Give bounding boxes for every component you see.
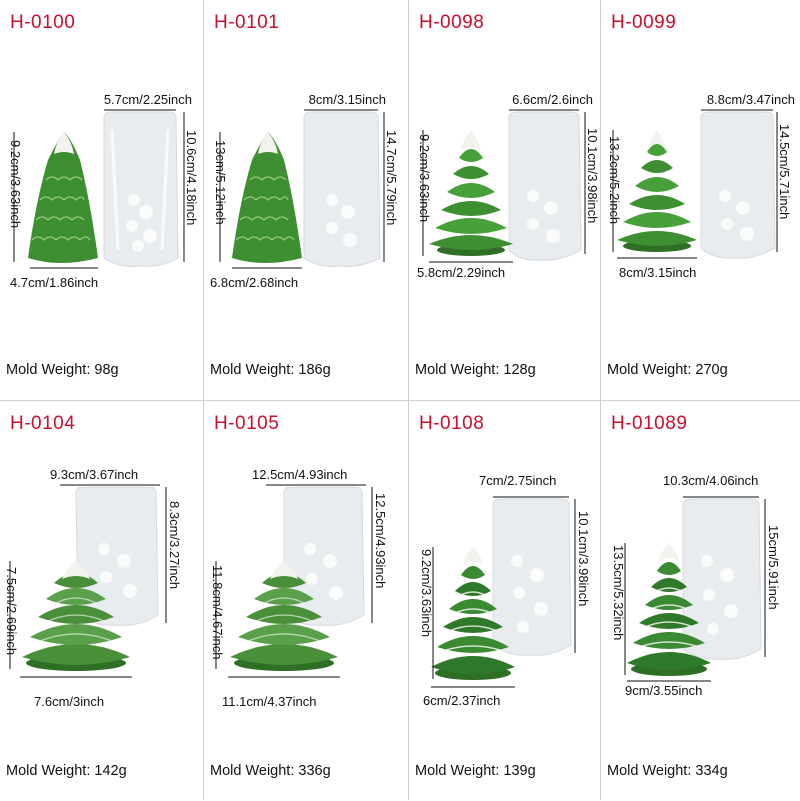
mold-height-label: 10.1cm/3.98inch [585, 128, 600, 223]
candle-tree-image [617, 130, 697, 252]
candle-height-label: 9.2cm/3.63inch [419, 549, 434, 637]
mold-image [700, 111, 776, 259]
mold-height-label: 10.1cm/3.98inch [576, 511, 591, 606]
mold-width-label: 10.3cm/4.06inch [663, 473, 758, 488]
candle-width-label: 7.6cm/3inch [34, 694, 104, 709]
product-illustration: 10.3cm/4.06inch 15cm/5.91inch 13.5cm/5.3… [601, 401, 800, 801]
product-code: H-0105 [214, 413, 280, 434]
dimension-lines [13, 109, 185, 269]
grid-divider [0, 400, 800, 401]
mold-image [682, 498, 762, 660]
mold-height-label: 12.5cm/4.93inch [373, 493, 388, 588]
mold-height-label: 14.5cm/5.71inch [777, 124, 792, 219]
candle-tree-image [429, 130, 513, 256]
product-illustration: 8cm/3.15inch 14.7cm/5.79inch 13cm/5.12in… [204, 0, 404, 400]
mold-height-label: 15cm/5.91inch [766, 525, 781, 610]
candle-height-label: 7.5cm/2.69inch [4, 567, 19, 655]
mold-weight: Mold Weight: 270g [607, 362, 728, 378]
candle-width-label: 11.1cm/4.37inch [222, 694, 316, 709]
product-card-h01089[interactable]: 10.3cm/4.06inch 15cm/5.91inch 13.5cm/5.3… [601, 401, 800, 801]
mold-image [492, 498, 572, 656]
product-code: H-0108 [419, 413, 485, 434]
product-code: H-0098 [419, 12, 485, 33]
mold-image [75, 486, 159, 626]
product-code: H-0101 [214, 12, 280, 33]
product-code: H-0099 [611, 12, 677, 33]
candle-height-label: 9.2cm/3.63inch [8, 140, 23, 228]
candle-height-label: 11.8cm/4.67inch [210, 565, 225, 659]
dimension-lines [219, 109, 385, 269]
candle-width-label: 6cm/2.37inch [423, 693, 500, 708]
product-code: H-0100 [10, 12, 76, 33]
product-illustration: 9.3cm/3.67inch 8.3cm/3.27inch 7.5cm/2.69… [0, 401, 200, 801]
candle-height-label: 13.5cm/5.32inch [611, 545, 626, 640]
dimension-lines [9, 484, 167, 678]
dimension-lines [624, 496, 766, 682]
mold-image [103, 111, 179, 267]
candle-height-label: 13.2cm/5.2inch [607, 136, 622, 224]
candle-width-label: 9cm/3.55inch [625, 683, 702, 698]
product-code: H-01089 [611, 413, 688, 434]
candle-tree-image [232, 132, 302, 263]
product-illustration: 8.8cm/3.47inch 14.5cm/5.71inch 13.2cm/5.… [601, 0, 800, 400]
candle-width-label: 6.8cm/2.68inch [210, 275, 298, 290]
mold-height-label: 10.6cm/4.18inch [184, 130, 199, 225]
product-illustration: 6.6cm/2.6inch 10.1cm/3.98inch 9.2cm/3.63… [409, 0, 609, 400]
product-illustration: 5.7cm/2.25inch 10.6cm/4.18inch 9.2cm/3.6… [0, 0, 200, 400]
candle-tree-image [22, 561, 130, 671]
product-card-h0101[interactable]: 8cm/3.15inch 14.7cm/5.79inch 13cm/5.12in… [204, 0, 404, 400]
mold-height-label: 8.3cm/3.27inch [167, 501, 182, 589]
product-card-h0104[interactable]: 9.3cm/3.67inch 8.3cm/3.27inch 7.5cm/2.69… [0, 401, 200, 801]
mold-height-label: 14.7cm/5.79inch [384, 130, 399, 225]
mold-weight: Mold Weight: 98g [6, 362, 119, 378]
candle-tree-image [627, 543, 711, 676]
dimension-lines [422, 109, 586, 263]
mold-weight: Mold Weight: 128g [415, 362, 536, 378]
candle-height-label: 9.2cm/3.63inch [417, 134, 432, 222]
product-card-h0108[interactable]: 7cm/2.75inch 10.1cm/3.98inch 9.2cm/3.63i… [409, 401, 609, 801]
candle-tree-image [230, 561, 338, 671]
product-card-h0100[interactable]: 5.7cm/2.25inch 10.6cm/4.18inch 9.2cm/3.6… [0, 0, 200, 400]
product-card-h0105[interactable]: 12.5cm/4.93inch 12.5cm/4.93inch 11.8cm/4… [204, 401, 404, 801]
candle-width-label: 8cm/3.15inch [619, 265, 696, 280]
product-illustration: 7cm/2.75inch 10.1cm/3.98inch 9.2cm/3.63i… [409, 401, 609, 801]
mold-weight: Mold Weight: 142g [6, 763, 127, 779]
mold-image [508, 111, 582, 261]
mold-weight: Mold Weight: 139g [415, 763, 536, 779]
dimension-lines [612, 109, 778, 259]
candle-width-label: 4.7cm/1.86inch [10, 275, 98, 290]
candle-height-label: 13cm/5.12inch [213, 140, 228, 225]
dimension-lines [431, 496, 576, 688]
product-card-h0098[interactable]: 6.6cm/2.6inch 10.1cm/3.98inch 9.2cm/3.63… [409, 0, 609, 400]
mold-weight: Mold Weight: 186g [210, 362, 331, 378]
product-code: H-0104 [10, 413, 76, 434]
mold-width-label: 8cm/3.15inch [309, 92, 386, 107]
candle-tree-image [28, 132, 98, 263]
mold-weight: Mold Weight: 336g [210, 763, 331, 779]
product-card-h0099[interactable]: 8.8cm/3.47inch 14.5cm/5.71inch 13.2cm/5.… [601, 0, 800, 400]
mold-width-label: 9.3cm/3.67inch [50, 467, 138, 482]
mold-width-label: 7cm/2.75inch [479, 473, 556, 488]
mold-width-label: 8.8cm/3.47inch [707, 92, 795, 107]
product-illustration: 12.5cm/4.93inch 12.5cm/4.93inch 11.8cm/4… [204, 401, 404, 801]
dimension-lines [215, 484, 373, 678]
mold-weight: Mold Weight: 334g [607, 763, 728, 779]
mold-width-label: 6.6cm/2.6inch [512, 92, 593, 107]
mold-image [303, 111, 381, 267]
candle-width-label: 5.8cm/2.29inch [417, 265, 505, 280]
candle-tree-image [431, 547, 515, 680]
mold-image [283, 486, 365, 626]
mold-width-label: 12.5cm/4.93inch [252, 467, 347, 482]
mold-width-label: 5.7cm/2.25inch [104, 92, 192, 107]
